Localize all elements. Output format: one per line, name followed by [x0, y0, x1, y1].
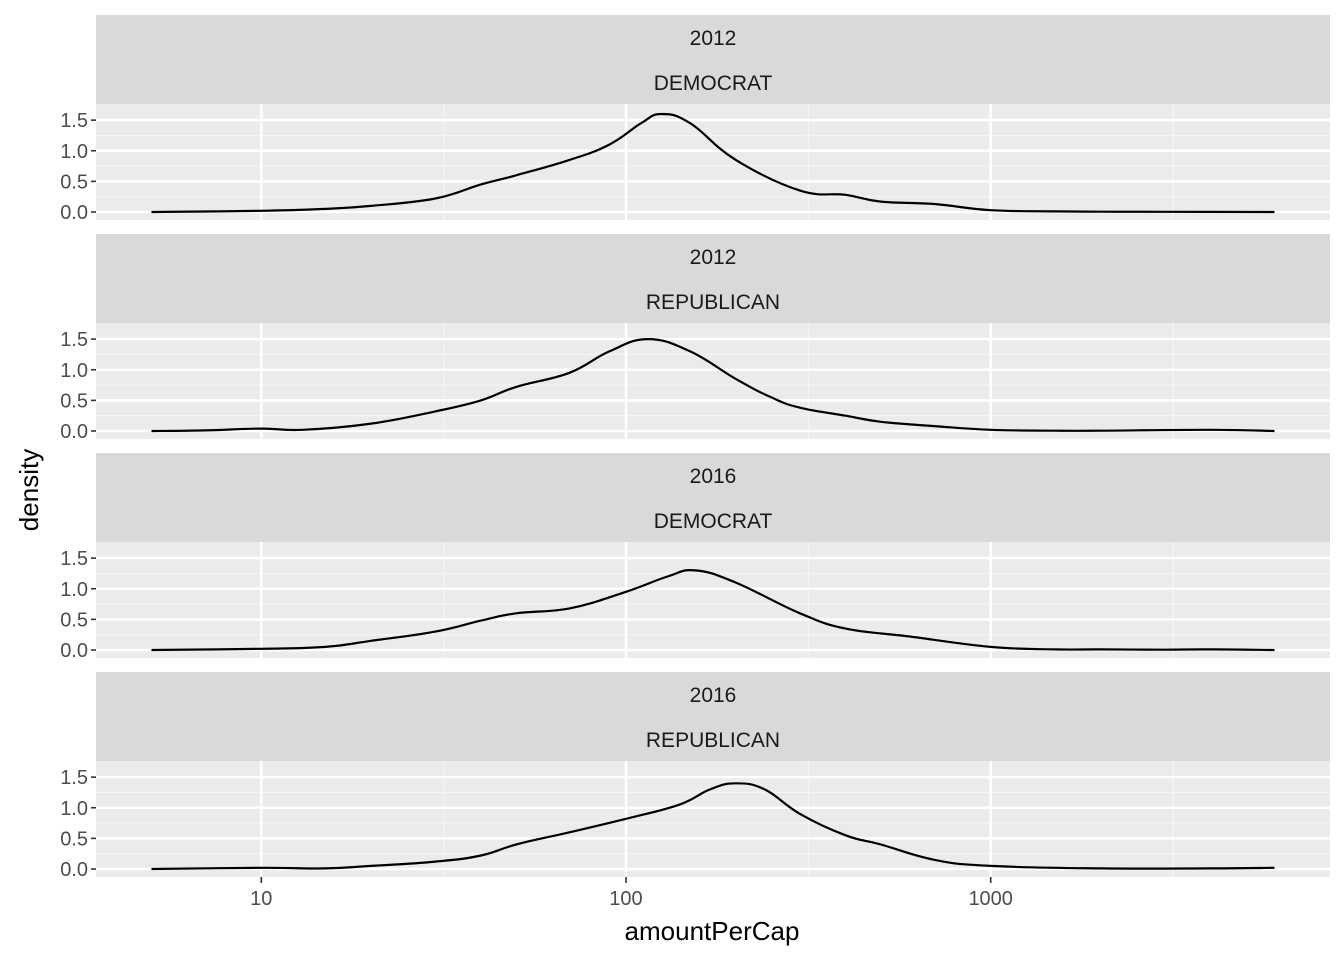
x-axis-title: amountPerCap	[625, 916, 800, 946]
facet-strip-label: 2016	[690, 684, 737, 707]
panel-background	[96, 542, 1330, 658]
facet-strip-label: REPUBLICAN	[646, 729, 780, 752]
y-tick-label: 0.5	[60, 609, 88, 631]
x-tick-label: 10	[250, 888, 272, 910]
facet-strip-label: 2012	[690, 246, 737, 269]
y-tick-label: 1.5	[60, 329, 88, 351]
x-axis: 10 100 1000	[250, 877, 1013, 910]
facet-panel: 2012 DEMOCRAT 0.0 0.5 1.0 1.5	[60, 15, 1330, 224]
facet-strip-label: REPUBLICAN	[646, 291, 780, 314]
y-tick-label: 0.5	[60, 390, 88, 412]
facet-strip	[96, 453, 1330, 542]
density-line	[151, 782, 1275, 871]
density-line	[151, 337, 1275, 433]
density-line	[151, 569, 1275, 652]
panel-background	[96, 761, 1330, 877]
y-tick-label: 1.0	[60, 360, 88, 382]
y-axis-title: density	[14, 449, 44, 531]
facet-strip-label: 2016	[690, 465, 737, 488]
facet-strip	[96, 672, 1330, 761]
y-tick-label: 1.5	[60, 767, 88, 789]
y-tick-label: 0.5	[60, 171, 88, 193]
facet-panel: 2016 REPUBLICAN 0.0 0.5 1.0 1.5	[60, 672, 1330, 881]
y-tick-label: 1.0	[60, 141, 88, 163]
facet-strip	[96, 234, 1330, 323]
facet-strip-label: DEMOCRAT	[654, 72, 773, 95]
panel-background	[96, 104, 1330, 220]
facet-strip	[96, 15, 1330, 104]
y-tick-label: 1.0	[60, 798, 88, 820]
y-tick-label: 1.0	[60, 579, 88, 601]
y-tick-label: 0.5	[60, 828, 88, 850]
density-line	[151, 112, 1275, 214]
y-tick-label: 0.0	[60, 859, 88, 881]
x-tick-label: 100	[609, 888, 642, 910]
y-tick-label: 0.0	[60, 640, 88, 662]
facet-panel: 2016 DEMOCRAT 0.0 0.5 1.0 1.5	[60, 453, 1330, 662]
panels-layer: 2012 DEMOCRAT 0.0 0.5 1.0 1.5 2012 REPUBLICAN 0.…	[60, 15, 1330, 881]
facet-strip-label: DEMOCRAT	[654, 510, 773, 533]
facet-panel: 2012 REPUBLICAN 0.0 0.5 1.0 1.5	[60, 234, 1330, 443]
y-tick-label: 0.0	[60, 202, 88, 224]
facet-strip-label: 2012	[690, 27, 737, 50]
panel-background	[96, 323, 1330, 439]
y-tick-label: 0.0	[60, 421, 88, 443]
x-tick-label: 1000	[968, 888, 1013, 910]
y-tick-label: 1.5	[60, 548, 88, 570]
y-tick-label: 1.5	[60, 110, 88, 132]
